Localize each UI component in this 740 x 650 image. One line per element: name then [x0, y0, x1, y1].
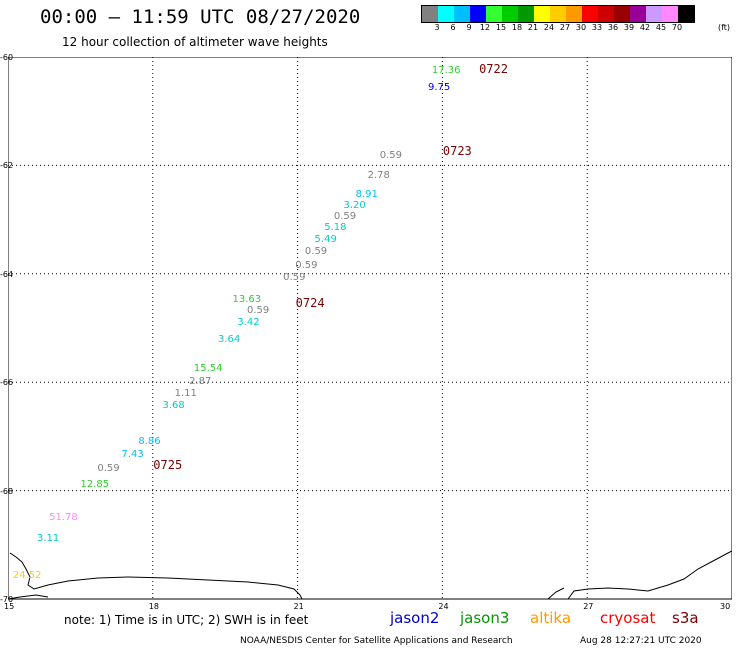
lat-tick-label: -60	[0, 53, 14, 62]
units-note: note: 1) Time is in UTC; 2) SWH is in fe…	[64, 613, 309, 627]
legend-label: 24	[543, 23, 555, 32]
legend-swatch	[598, 6, 614, 22]
wave-height-value: 13.63	[232, 293, 262, 305]
wave-height-value: 0.59	[97, 462, 120, 474]
legend-label: 18	[511, 23, 523, 32]
lon-tick-label: 18	[148, 602, 159, 611]
legend-swatch	[678, 6, 694, 22]
lon-tick-label: 24	[438, 602, 449, 611]
coastline-east-inner	[547, 587, 565, 600]
lon-tick-label: 27	[583, 602, 594, 611]
time-tag: 0723	[442, 143, 472, 158]
wave-height-value: 0.59	[246, 304, 270, 316]
legend-swatch	[502, 6, 518, 22]
time-tag: 0722	[479, 62, 508, 76]
legend-label: 33	[591, 23, 603, 32]
lat-tick-label: -66	[0, 378, 14, 388]
legend-label: 15	[495, 23, 507, 32]
legend-swatch	[614, 6, 630, 22]
wave-height-value: 1.11	[174, 388, 197, 400]
wave-height-value: 2.78	[367, 170, 390, 182]
satellite-label: jason3	[460, 609, 510, 627]
legend-swatch	[646, 6, 662, 22]
legend-swatch	[550, 6, 566, 22]
wave-height-value: 8.91	[355, 189, 378, 201]
wave-height-value: 7.43	[121, 449, 144, 461]
wave-height-value: 3.68	[162, 400, 185, 412]
wave-height-value: 3.20	[343, 200, 366, 212]
wave-height-value: 5.18	[324, 221, 347, 233]
legend-swatch	[470, 6, 486, 22]
wave-height-value: 2.87	[189, 376, 212, 388]
legend-swatch	[630, 6, 646, 22]
wave-height-value: 3.42	[237, 316, 260, 328]
legend-label: 36	[607, 23, 619, 32]
wave-height-value: 51.78	[49, 511, 78, 523]
legend-label: 6	[450, 23, 456, 32]
page-subtitle: 12 hour collection of altimeter wave hei…	[62, 35, 328, 49]
lat-tick-label: -62	[0, 161, 14, 171]
legend-swatch	[566, 6, 582, 22]
satellite-label: cryosat	[600, 609, 656, 627]
legend-label: 12	[479, 23, 491, 32]
legend-label: 3	[434, 23, 440, 32]
legend-label: 45	[655, 23, 667, 32]
wave-height-value: 0.59	[295, 259, 318, 271]
legend-label: 30	[575, 23, 587, 32]
legend-swatch	[438, 6, 454, 22]
wave-height-value: 15.54	[193, 362, 223, 374]
lon-tick-label: 21	[293, 602, 304, 611]
map-plot: 17.36 9.75 0.59 2.78 8.91 3.20 0.59 5.18 5.49 0.5…	[0, 53, 733, 611]
wave-height-value: 3.11	[37, 533, 60, 545]
satellite-label: altika	[530, 609, 572, 627]
wave-height-legend	[421, 5, 695, 23]
legend-swatch	[518, 6, 534, 22]
legend-unit: (ft)	[718, 23, 731, 32]
legend-label: 27	[559, 23, 571, 32]
legend-swatch	[582, 6, 598, 22]
coastline-west	[9, 552, 303, 600]
legend-label: 42	[639, 23, 651, 32]
coastline-east	[567, 550, 733, 600]
legend-swatch	[454, 6, 470, 22]
map-canvas	[7, 56, 733, 600]
satellite-label: jason2	[390, 609, 440, 627]
wave-height-value: 0.59	[304, 246, 328, 258]
legend-swatch	[422, 6, 438, 22]
wave-height-value: 24.52	[12, 570, 42, 582]
time-tag: 0725	[153, 458, 183, 473]
wave-height-value: 0.59	[283, 272, 306, 284]
lat-tick-label: -70	[0, 595, 14, 604]
lat-tick-label: -64	[0, 269, 14, 279]
satellite-label: s3a	[672, 609, 699, 627]
lat-tick-label: -68	[0, 486, 14, 496]
page-title: 00:00 – 11:59 UTC 08/27/2020	[40, 6, 361, 28]
wave-height-value: 0.59	[379, 149, 402, 161]
map-frame	[7, 56, 733, 600]
wave-height-value: 9.75	[427, 81, 451, 93]
coastline-bottom	[7, 594, 49, 600]
wave-height-value: 5.49	[314, 233, 337, 245]
wave-height-value: 17.36	[431, 65, 461, 77]
lon-tick-label: 30	[720, 602, 731, 611]
wave-height-value: 12.85	[80, 479, 110, 491]
footer-credit: NOAA/NESDIS Center for Satellite Applica…	[240, 636, 513, 646]
footer-timestamp: Aug 28 12:27:21 UTC 2020	[580, 636, 702, 646]
legend-label: 9	[466, 23, 472, 32]
lon-tick-label: 15	[4, 602, 15, 611]
legend-swatch	[662, 6, 678, 22]
legend-label: 39	[623, 23, 635, 32]
legend-label: 21	[527, 23, 539, 32]
legend-label: 70	[671, 23, 683, 32]
grid-lines	[8, 57, 732, 599]
time-tag: 0724	[295, 295, 325, 310]
wave-height-value: 3.64	[218, 333, 241, 345]
legend-swatch	[486, 6, 502, 22]
wave-height-value: 8.86	[138, 435, 161, 447]
wave-height-value: 0.59	[333, 210, 357, 222]
legend-swatch	[534, 6, 550, 22]
